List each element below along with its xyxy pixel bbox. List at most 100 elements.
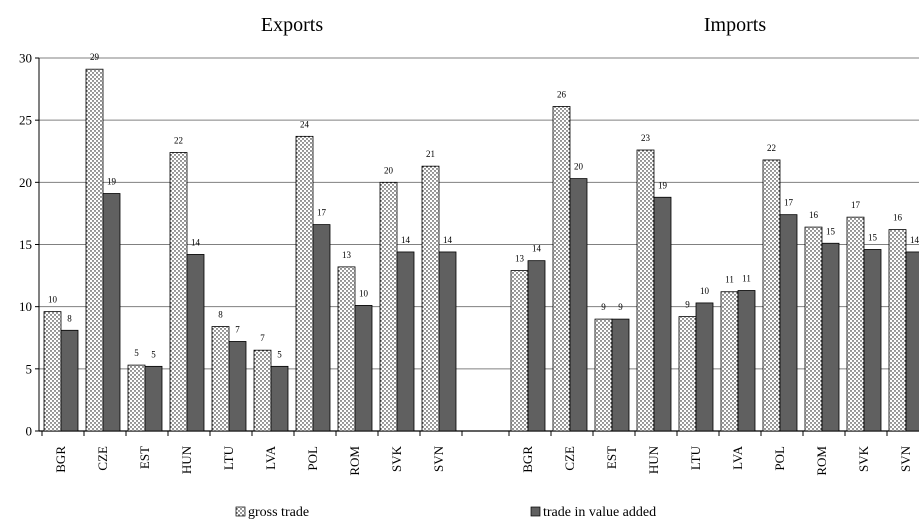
category-label: LTU — [221, 445, 236, 470]
data-label: 20 — [574, 162, 584, 172]
bar-exports-svk-gross — [379, 181, 398, 432]
legend-gross-trade-label: gross trade — [248, 505, 309, 520]
bar-exports-ltu-gross — [211, 326, 230, 432]
legend: gross trade trade in value added — [235, 505, 656, 520]
category-label: SVN — [898, 445, 913, 472]
data-label: 14 — [443, 235, 453, 245]
category-label: SVK — [389, 445, 404, 472]
bar-exports-lva-value-added — [270, 365, 289, 432]
bar-exports-pol-gross — [295, 135, 314, 432]
data-label: 11 — [742, 274, 751, 284]
data-label: 5 — [151, 349, 156, 359]
category-label: ROM — [347, 446, 362, 476]
legend-gross-trade-swatch — [235, 506, 246, 517]
category-label: POL — [305, 446, 320, 471]
data-label: 14 — [910, 235, 919, 245]
bar-exports-lva-gross — [253, 349, 272, 432]
bar-exports-hun-gross — [169, 152, 188, 432]
bar-imports-svn-gross — [888, 229, 907, 432]
bar-imports-est-value-added — [611, 318, 630, 432]
bar-exports-est-value-added — [144, 365, 163, 432]
bar-exports-hun-value-added — [186, 254, 205, 432]
bar-exports-ltu-value-added — [228, 341, 247, 432]
bar-exports-svk-value-added — [396, 251, 415, 432]
category-label: BGR — [53, 446, 68, 473]
bar-imports-hun-gross — [636, 149, 655, 432]
data-label: 8 — [67, 313, 72, 323]
bar-imports-ltu-gross — [678, 316, 697, 432]
data-label: 10 — [48, 295, 58, 305]
bar-imports-ltu-value-added — [695, 302, 714, 432]
labels: 0 5 10 15 20 25 30 Exports 10 8 BGR 29 19 CZE 5 5 EST 22 1… — [19, 14, 919, 476]
category-label: POL — [772, 446, 787, 471]
panel-title-imports: Imports — [704, 14, 766, 36]
bar-imports-svn-value-added — [905, 251, 919, 432]
data-label: 10 — [700, 286, 710, 296]
data-label: 17 — [784, 198, 794, 208]
bar-exports-svn-gross — [421, 165, 440, 432]
data-label: 14 — [401, 235, 411, 245]
data-label: 13 — [515, 254, 525, 264]
bar-imports-cze-value-added — [569, 178, 588, 432]
data-label: 10 — [359, 288, 369, 298]
bar-imports-cze-gross — [552, 106, 571, 432]
data-label: 15 — [826, 226, 836, 236]
data-label: 9 — [618, 302, 623, 312]
data-label: 9 — [601, 302, 606, 312]
legend-value-added-swatch — [530, 506, 541, 517]
bar-imports-rom-value-added — [821, 242, 840, 432]
bar-imports-rom-gross — [804, 226, 823, 432]
category-label: SVK — [856, 445, 871, 472]
data-label: 22 — [174, 135, 183, 145]
category-label: ROM — [814, 446, 829, 476]
y-tick-label: 5 — [26, 361, 33, 376]
data-label: 21 — [426, 149, 435, 159]
data-label: 15 — [868, 232, 878, 242]
bar-imports-lva-gross — [720, 291, 739, 432]
bars — [43, 68, 919, 432]
category-label: EST — [137, 446, 152, 469]
bar-imports-svk-value-added — [863, 249, 882, 432]
category-label: LTU — [688, 445, 703, 470]
bar-exports-cze-gross — [85, 68, 104, 432]
bar-exports-pol-value-added — [312, 224, 331, 432]
bar-imports-pol-value-added — [779, 214, 798, 432]
category-label: HUN — [646, 445, 661, 474]
y-tick-label: 0 — [26, 424, 33, 439]
y-tick-label: 20 — [19, 175, 32, 190]
data-label: 5 — [134, 348, 139, 358]
data-label: 17 — [851, 200, 861, 210]
data-label: 19 — [658, 180, 668, 190]
bar-exports-rom-gross — [337, 266, 356, 432]
bar-imports-bgr-value-added — [527, 260, 546, 432]
category-label: LVA — [263, 445, 278, 469]
data-label: 7 — [235, 324, 240, 334]
data-label: 5 — [277, 349, 282, 359]
data-label: 13 — [342, 250, 352, 260]
y-tick-label: 10 — [19, 299, 32, 314]
y-tick-label: 15 — [19, 237, 32, 252]
data-label: 29 — [90, 52, 100, 62]
category-label: CZE — [95, 446, 110, 471]
bar-imports-bgr-gross — [510, 270, 529, 432]
data-label: 14 — [532, 244, 542, 254]
category-label: BGR — [520, 446, 535, 473]
data-label: 24 — [300, 119, 310, 129]
category-label: LVA — [730, 445, 745, 469]
data-label: 11 — [725, 275, 734, 285]
data-label: 19 — [107, 177, 117, 187]
data-label: 23 — [641, 133, 651, 143]
category-label: EST — [604, 446, 619, 469]
bar-exports-rom-value-added — [354, 305, 373, 432]
data-label: 20 — [384, 165, 394, 175]
data-label: 9 — [685, 300, 690, 310]
bar-exports-est-gross — [127, 364, 146, 432]
bar-imports-lva-value-added — [737, 290, 756, 432]
bar-exports-bgr-value-added — [60, 329, 79, 432]
data-label: 8 — [218, 310, 223, 320]
bar-imports-est-gross — [594, 318, 613, 432]
data-label: 17 — [317, 208, 327, 218]
bar-imports-svk-gross — [846, 216, 865, 432]
y-tick-label: 25 — [19, 113, 32, 128]
